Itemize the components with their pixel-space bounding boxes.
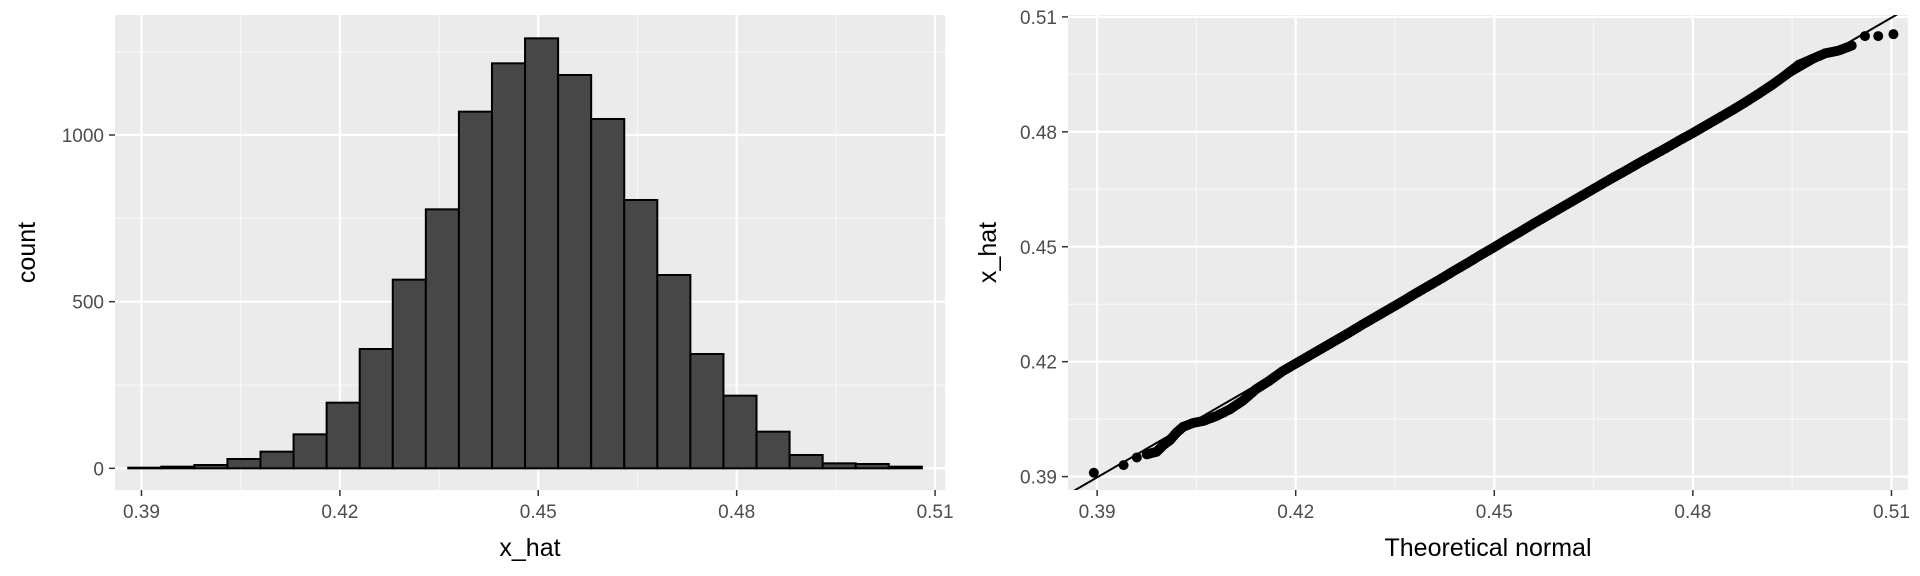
histogram-bar <box>358 348 394 470</box>
qq-points <box>1088 29 1899 478</box>
qq-y-tick-label: 0.48 <box>1020 123 1057 144</box>
qq-x-axis: 0.39 0.42 0.45 0.48 0.51 <box>1079 490 1910 523</box>
qq-x-tick-label: 0.51 <box>1873 502 1910 523</box>
qq-point <box>1846 40 1857 51</box>
histogram-bar <box>424 208 460 470</box>
histogram-y-tick-label: 1000 <box>62 126 104 147</box>
histogram-bar <box>623 199 659 470</box>
histogram-x-tick-label: 0.48 <box>718 502 755 523</box>
histogram-panel: 0.39 0.42 0.45 0.48 0.51 0 500 1000 x_hat coun… <box>13 15 954 562</box>
histogram-bar <box>226 458 262 470</box>
histogram-bar <box>193 464 229 470</box>
qq-point <box>1873 31 1884 42</box>
histogram-x-axis-title: x_hat <box>499 534 560 562</box>
histogram-bar <box>292 433 328 470</box>
histogram-bars <box>127 37 923 470</box>
histogram-bar <box>457 110 493 470</box>
qq-point <box>1131 452 1142 463</box>
histogram-bar <box>656 274 692 470</box>
qq-x-tick-label: 0.45 <box>1476 502 1513 523</box>
qq-y-axis-title: x_hat <box>974 222 1002 283</box>
histogram-bar <box>854 463 890 470</box>
histogram-x-tick-label: 0.39 <box>123 502 160 523</box>
qq-point <box>1888 29 1899 40</box>
histogram-y-axis: 0 500 1000 <box>62 126 115 480</box>
qq-x-tick-label: 0.48 <box>1674 502 1711 523</box>
histogram-bar <box>590 118 626 470</box>
histogram-y-axis-title: count <box>13 222 41 283</box>
histogram-bar <box>391 278 427 470</box>
qq-point <box>1088 467 1099 478</box>
qq-y-tick-label: 0.42 <box>1020 353 1057 374</box>
qq-x-tick-label: 0.42 <box>1277 502 1314 523</box>
histogram-bar <box>821 462 857 470</box>
qq-y-axis: 0.39 0.42 0.45 0.48 0.51 <box>1020 8 1068 489</box>
histogram-y-tick-label: 500 <box>72 293 104 314</box>
histogram-bar <box>755 430 791 470</box>
histogram-bar <box>887 465 923 470</box>
qq-x-tick-label: 0.39 <box>1079 502 1116 523</box>
qq-y-tick-label: 0.39 <box>1020 468 1057 489</box>
qq-y-tick-label: 0.51 <box>1020 8 1057 29</box>
histogram-bar <box>490 62 527 470</box>
histogram-bar <box>127 466 163 470</box>
qq-y-tick-label: 0.45 <box>1020 238 1057 259</box>
histogram-bar <box>160 465 196 470</box>
histogram-bar <box>557 74 593 470</box>
qq-plot-panel: 0.39 0.42 0.45 0.48 0.51 0.39 0.42 0.45 0.48 0.5… <box>974 8 1910 562</box>
histogram-bar <box>259 450 295 470</box>
qq-plot-data-area <box>1073 15 1899 490</box>
histogram-bar <box>524 37 560 470</box>
qq-x-axis-title: Theoretical normal <box>1384 534 1591 562</box>
histogram-x-tick-label: 0.42 <box>321 502 358 523</box>
qq-point <box>1859 31 1870 42</box>
histogram-bar <box>722 394 758 470</box>
qq-point <box>1118 460 1129 471</box>
histogram-bar <box>788 454 824 470</box>
histogram-bar <box>689 353 725 470</box>
histogram-bar <box>325 401 361 470</box>
histogram-x-tick-label: 0.51 <box>917 502 954 523</box>
histogram-x-tick-label: 0.45 <box>520 502 557 523</box>
histogram-y-tick-label: 0 <box>93 459 104 480</box>
histogram-x-axis: 0.39 0.42 0.45 0.48 0.51 <box>123 490 954 523</box>
